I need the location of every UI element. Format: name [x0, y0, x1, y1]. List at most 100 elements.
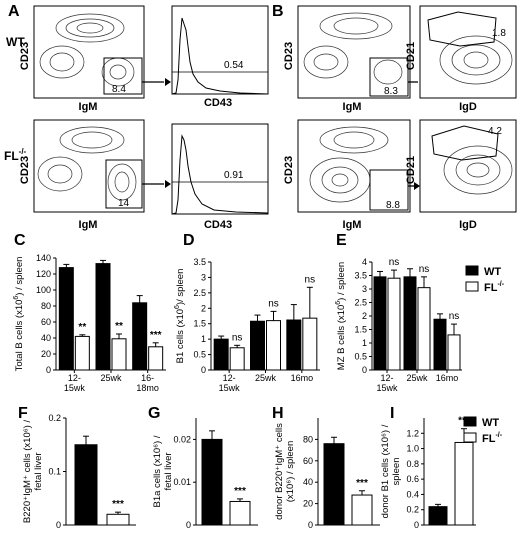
panel-label-f: F: [18, 405, 28, 422]
chart-c-bar: [111, 338, 127, 371]
chart-e-bar: [433, 318, 447, 371]
panel-label-b: B: [272, 3, 284, 20]
chart-e-bar: [447, 334, 461, 371]
flow-b-wt-x-label: IgM: [343, 101, 362, 113]
chart-e-tick-label: 3: [362, 284, 367, 294]
flow-b-wt-dotplot: 8.3 IgM CD23: [283, 5, 411, 113]
chart-d-annotation: ns: [305, 274, 316, 285]
flow-b-wt-gate-value: 8.3: [384, 86, 398, 97]
flow-a-wt-histogram: 0.54 CD43: [171, 5, 269, 109]
legend-bottom-fl-label: FL-/-: [482, 432, 503, 445]
chart-d-category-label: 12-: [223, 373, 236, 383]
legend-bottom: WT FL-/-: [463, 416, 503, 445]
chart-d-tick-label: 2: [201, 303, 206, 313]
chart-d-y-label: B1 cells (x106)/ spleen: [174, 269, 186, 364]
chart-e-tick-label: 4: [362, 257, 367, 267]
chart-d-tick-label: 3.5: [193, 257, 206, 267]
chart-c-bar: [58, 267, 74, 371]
flow-a-fl-arrowhead: [165, 180, 171, 188]
flow-b-wt-y-label: CD23: [283, 42, 295, 70]
chart-c-category-label: 18mo: [136, 383, 159, 393]
chart-h-tick-label: 40: [303, 477, 313, 487]
chart-c-tick-label: 100: [36, 285, 51, 295]
flow-a-fl-x-label: IgM: [79, 219, 98, 231]
chart-e-tick-label: 3.5: [354, 271, 367, 281]
chart-d-bar: [229, 347, 245, 371]
panel-label-c: C: [14, 232, 26, 249]
chart-d: 0 0.5 1 1.5 2 2.5 3 3.5 B1 cells (x106)/ spleen n…: [174, 257, 320, 393]
chart-d-bar: [302, 317, 318, 371]
chart-i-tick-label: 0.6: [406, 474, 419, 484]
flow-a-fl-hist-value: 0.91: [224, 170, 244, 181]
panel-label-g: G: [148, 405, 160, 422]
chart-d-tick-label: 2.5: [193, 288, 206, 298]
flow-a-wt-arrowhead: [165, 78, 171, 86]
chart-d-tick-label: 1: [201, 334, 206, 344]
legend-top: WT FL-/-: [465, 265, 505, 294]
chart-d-bar: [213, 338, 229, 371]
flow-a-fl-gate-value: 14: [118, 198, 130, 209]
chart-h-tick-label: 0: [308, 520, 313, 530]
chart-e-tick-label: 2.5: [354, 298, 367, 308]
chart-e-annotation: ns: [449, 311, 460, 322]
chart-h-tick-label: 20: [303, 499, 313, 509]
chart-e-category-label: 25wk: [406, 373, 428, 383]
chart-i-y-label-line: donor B1 cells (x10⁶) /: [380, 424, 391, 518]
chart-c-category-label: 16-: [141, 373, 154, 383]
chart-d-category-label: 15wk: [219, 383, 241, 393]
chart-c-tick-label: 20: [41, 349, 51, 359]
flow-b-wt-gate2-value: 1.8: [492, 28, 506, 39]
chart-d-bar: [266, 320, 281, 371]
chart-c-category-label: 12-: [68, 373, 81, 383]
legend-bottom-fl-swatch: [463, 432, 477, 443]
chart-e-category-label: 12-: [380, 373, 393, 383]
legend-top-wt-swatch: [465, 265, 479, 276]
panel-label-a: A: [8, 3, 20, 20]
chart-g-y-label-line: B1a cells (x10⁶) /: [152, 435, 163, 507]
chart-h-tick-label: 60: [303, 456, 313, 466]
chart-c-annotation: **: [115, 321, 123, 332]
chart-d-tick-label: 3: [201, 272, 206, 282]
flow-a-wt-hist-x-label: CD43: [204, 97, 232, 109]
chart-i-tick-label: 0.4: [406, 489, 419, 499]
chart-c-bar: [95, 263, 111, 371]
chart-f: 0 0.1 0.2 B220⁺IgM⁺ cells (x10⁶) / fetal liv…: [22, 413, 136, 530]
chart-g: 0 0.01 0.02 B1a cells (x10⁶) / fetal liver **…: [152, 418, 258, 530]
panel-label-d: D: [183, 232, 195, 249]
chart-c-tick-label: 80: [41, 301, 51, 311]
chart-d-bar: [250, 320, 265, 371]
legend-top-fl-label: FL-/-: [484, 281, 505, 294]
flow-b-fl-arrowhead: [414, 182, 420, 190]
chart-e-annotation: ns: [419, 264, 430, 275]
flow-b-fl-gate-value: 8.8: [386, 200, 400, 211]
flow-a-wt-x-label: IgM: [79, 101, 98, 113]
legend-top-fl-swatch: [465, 281, 479, 292]
chart-i-bar: [428, 506, 448, 526]
chart-f-tick-label: 0.1: [48, 467, 61, 477]
flow-b-wt-y2-label: CD21: [405, 42, 417, 70]
chart-c-category-label: 25wk: [100, 373, 122, 383]
chart-e-bar: [403, 276, 417, 371]
chart-d-tick-label: 0: [201, 365, 206, 375]
flow-b-wt-x2-label: IgD: [459, 101, 477, 113]
chart-d-tick-label: 0.5: [193, 350, 206, 360]
chart-h-bar: [323, 443, 345, 526]
chart-c-category-label: 15wk: [64, 383, 86, 393]
chart-e-y-label: MZ B cells (x106) / spleen: [335, 262, 347, 370]
flow-b-fl-x2-label: IgD: [459, 219, 477, 231]
chart-c-bar: [132, 302, 148, 371]
flow-a-wt-y-label: CD23: [19, 42, 31, 70]
chart-g-tick-label: 0.01: [173, 477, 191, 487]
chart-c: 0 20 40 60 80 100 120 140 Total B cells (x106) /…: [13, 253, 166, 393]
flow-a-wt-gate-value: 8.4: [112, 84, 126, 95]
chart-e-bar: [373, 276, 387, 371]
chart-e: 0 0.5 1 1.5 2 2.5 3 3.5 4 MZ B cells (x106) / spl…: [335, 257, 462, 393]
legend-bottom-wt-label: WT: [482, 417, 499, 429]
chart-i-tick-label: 1.0: [406, 444, 419, 454]
chart-i-tick-label: 0.2: [406, 505, 419, 515]
chart-i: 0 0.2 0.4 0.6 0.8 1.0 1.2 donor B1 cells (x10⁶)…: [380, 416, 476, 530]
chart-f-tick-label: 0.2: [48, 413, 61, 423]
chart-h-tick-label: 80: [303, 434, 313, 444]
chart-i-tick-label: 1.2: [406, 428, 419, 438]
